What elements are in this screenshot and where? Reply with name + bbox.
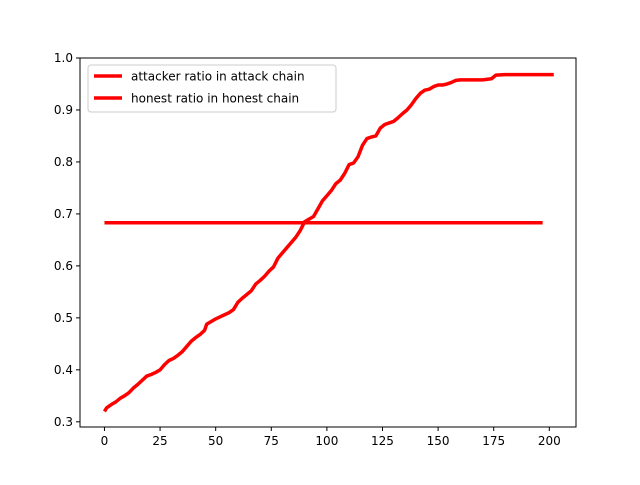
x-tick-label: 50 xyxy=(208,434,223,448)
axes-frame xyxy=(79,57,577,428)
y-axis-ticks: 0.3 0.4 0.5 0.6 0.7 0.8 0.9 1.0 xyxy=(54,51,80,429)
x-tick-label: 0 xyxy=(101,434,109,448)
x-tick-label: 200 xyxy=(538,434,561,448)
legend-label: attacker ratio in attack chain xyxy=(131,70,305,84)
x-tick-label: 125 xyxy=(371,434,394,448)
legend-label: honest ratio in honest chain xyxy=(131,92,299,106)
legend: attacker ratio in attack chain honest rat… xyxy=(87,64,337,113)
y-tick-label: 0.4 xyxy=(54,363,73,377)
y-tick-label: 0.7 xyxy=(54,207,73,221)
y-tick-label: 0.8 xyxy=(54,155,73,169)
y-tick-label: 0.6 xyxy=(54,259,73,273)
y-tick-label: 0.5 xyxy=(54,311,73,325)
x-tick-label: 150 xyxy=(427,434,450,448)
x-tick-label: 175 xyxy=(482,434,505,448)
series-layer xyxy=(102,72,554,413)
x-tick-label: 75 xyxy=(264,434,279,448)
x-axis-ticks: 0 25 50 75 100 125 150 175 200 xyxy=(101,427,561,448)
legend-box xyxy=(87,64,337,113)
series-line-1 xyxy=(102,72,554,413)
x-tick-label: 25 xyxy=(152,434,167,448)
y-tick-label: 1.0 xyxy=(54,51,73,65)
x-tick-label: 100 xyxy=(315,434,338,448)
y-tick-label: 0.9 xyxy=(54,103,73,117)
y-tick-label: 0.3 xyxy=(54,415,73,429)
